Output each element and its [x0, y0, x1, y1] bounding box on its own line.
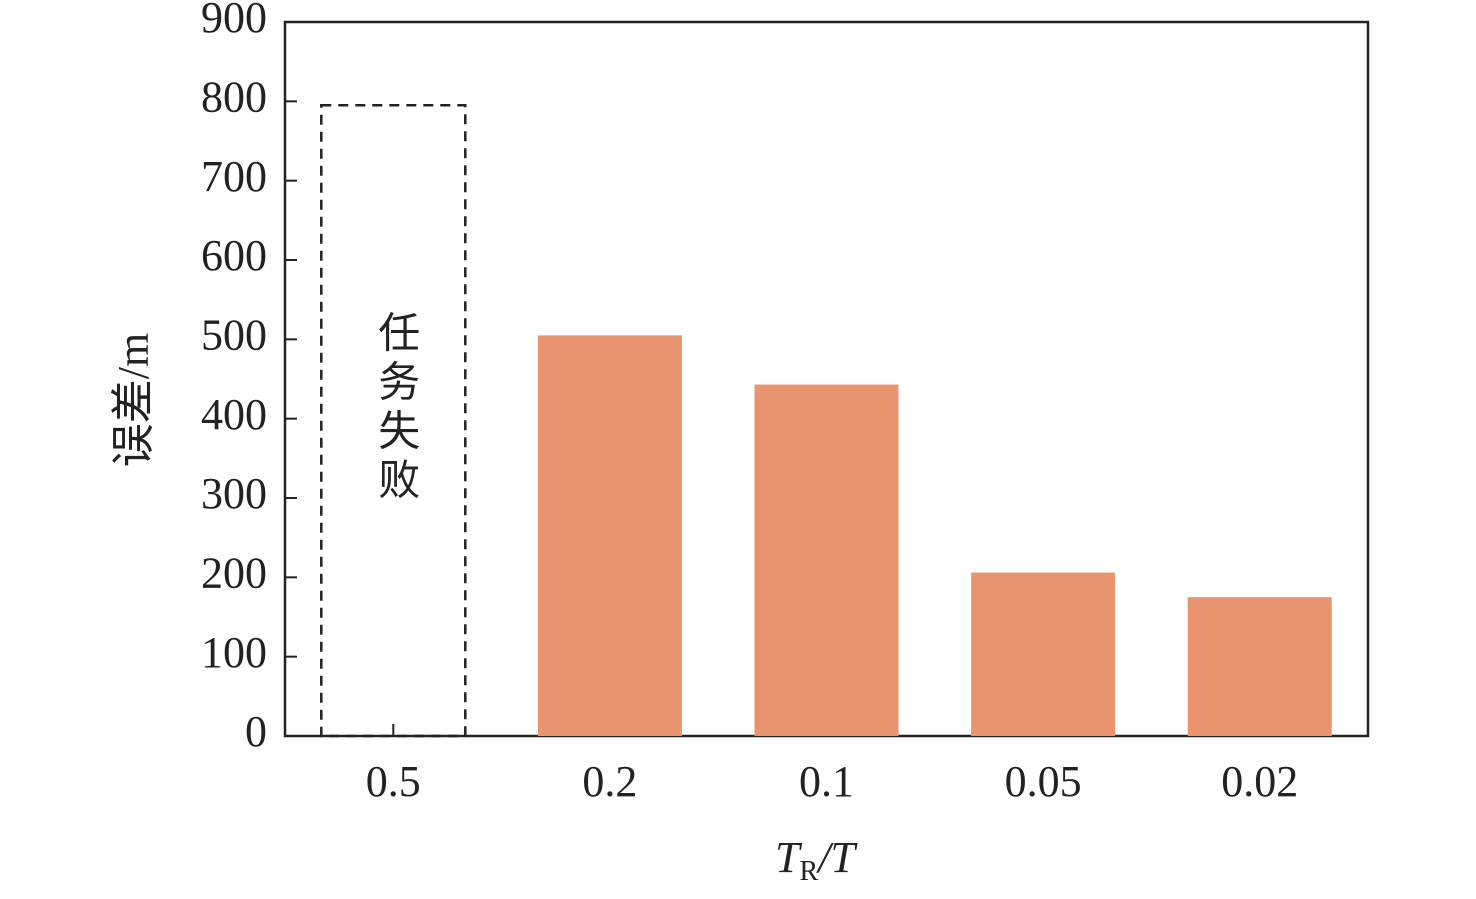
y-tick-label: 800	[201, 72, 267, 121]
y-tick-label: 600	[201, 231, 267, 280]
y-tick-label: 200	[201, 548, 267, 597]
bar	[971, 572, 1116, 736]
y-tick-label: 700	[201, 152, 267, 201]
x-tick-label: 0.5	[366, 757, 421, 806]
x-tick-label: 0.05	[1005, 757, 1082, 806]
annotation: 任务失败	[372, 310, 421, 506]
y-tick-label: 500	[201, 310, 267, 359]
y-tick-label: 400	[201, 390, 267, 439]
y-tick-label: 100	[201, 628, 267, 677]
failed-box	[320, 104, 467, 738]
bar	[754, 384, 899, 736]
x-axis-label: TR/T	[775, 833, 858, 887]
y-tick-label: 900	[201, 0, 267, 42]
x-tick-label: 0.1	[799, 757, 854, 806]
x-label-rest: /T	[815, 833, 858, 882]
x-label-main: T	[775, 833, 803, 882]
x-tick-label: 0.02	[1221, 757, 1298, 806]
bar	[537, 335, 682, 736]
y-axis-label: 误差/m	[109, 333, 158, 467]
y-tick-label: 0	[245, 707, 267, 756]
x-tick-label: 0.2	[582, 757, 637, 806]
x-label-sub: R	[800, 856, 819, 887]
y-tick-label: 300	[201, 469, 267, 518]
bar	[1187, 597, 1332, 736]
